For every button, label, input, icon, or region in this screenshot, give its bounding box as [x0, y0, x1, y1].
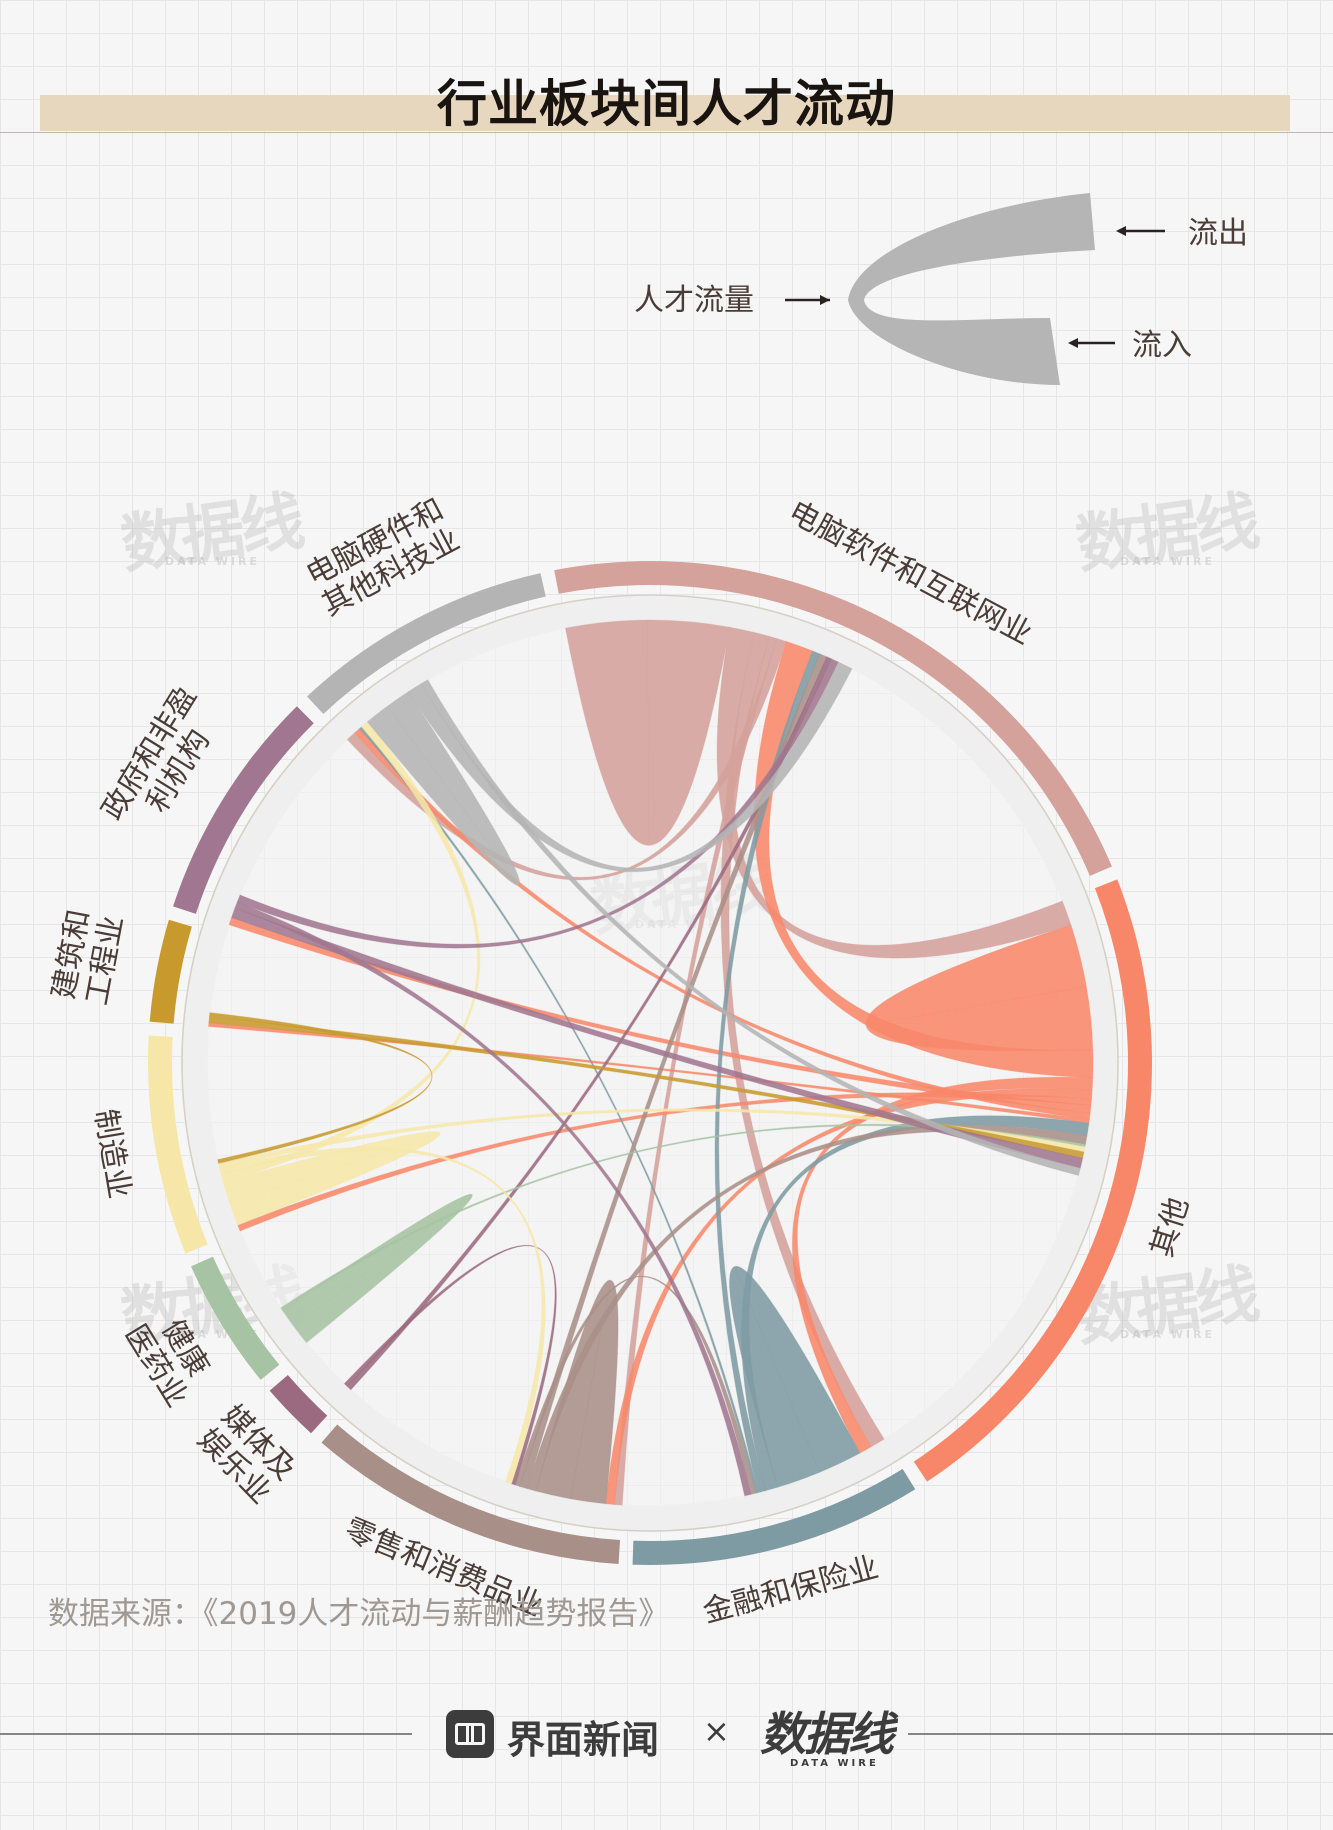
legend-out-label: 流出 [1188, 216, 1248, 251]
flow-ribbon [519, 653, 828, 1490]
sector-label: 健康医药业 [118, 1301, 224, 1414]
sector-label: 建筑和工程业 [46, 907, 130, 1008]
sector-arc [321, 1424, 621, 1565]
flow-ribbon [358, 726, 759, 1494]
sector-label: 其他 [1144, 1193, 1195, 1261]
legend-in-label: 流入 [1132, 328, 1192, 363]
watermark-sub: DATA WIRE [1120, 555, 1215, 568]
source-note: 数据来源：《2019人才流动与薪酬趋势报告》 [48, 1596, 670, 1632]
flow-ribbon [230, 907, 1084, 1169]
flow-ribbon [280, 1123, 1087, 1311]
sector-label: 制造业 [87, 1107, 137, 1202]
times-sign: × [703, 1712, 730, 1750]
sector-arc [173, 706, 314, 914]
watermark-sub: DATA WIRE [165, 555, 260, 568]
flow-ribbon [281, 1193, 473, 1344]
flow-ribbon [343, 1244, 557, 1486]
flow-ribbon [420, 679, 1081, 1177]
title-rule [0, 132, 1333, 133]
sector-arc [269, 1375, 328, 1434]
ribbons [207, 619, 1094, 1506]
legend-flow-label: 人才流量 [634, 283, 754, 318]
legend: 流出 人才流量 流入 [634, 193, 1248, 385]
title-band [40, 95, 1290, 131]
flow-ribbon [208, 1012, 433, 1164]
footer-rule-left [0, 1733, 412, 1735]
sector-arc [913, 879, 1153, 1482]
flow-ribbon [564, 619, 731, 846]
flow-ribbon [741, 1115, 1090, 1492]
flow-ribbon [526, 1124, 1088, 1492]
flow-ribbon [219, 1146, 546, 1485]
sector-arc [306, 573, 546, 714]
flow-ribbon [237, 1092, 1093, 1232]
flow-ribbon [228, 916, 1092, 1114]
flow-ribbon [366, 691, 520, 886]
flow-ribbon [753, 640, 1094, 1079]
flow-ribbon [346, 637, 788, 881]
sector-arc [148, 1035, 208, 1254]
inner-ring-edge [181, 594, 1119, 1532]
sector-arc [554, 561, 1112, 876]
flow-ribbon [865, 924, 1094, 1052]
legend-ribbon [848, 193, 1095, 385]
partner-logo: 数据线 [760, 1707, 894, 1761]
flow-ribbon [514, 1275, 757, 1495]
flow-ribbon [217, 1108, 1086, 1169]
chord-root: 电脑软件和互联网业其他金融和保险业零售和消费品业媒体及娱乐业健康医药业制造业建筑… [46, 492, 1196, 1630]
flow-ribbon [535, 1279, 619, 1505]
flow-ribbon [208, 1015, 1085, 1159]
sector-label: 媒体及娱乐业 [190, 1398, 302, 1511]
chart-disc [207, 620, 1093, 1506]
flow-ribbon [714, 650, 821, 1494]
brand-name: 界面新闻 [507, 1718, 660, 1762]
footer-rule-right [908, 1733, 1333, 1735]
sector-arc [149, 919, 192, 1024]
sector-label: 金融和保险业 [699, 1550, 882, 1630]
flow-ribbon [222, 1131, 441, 1226]
brand-logo-icon [446, 1710, 494, 1758]
partner-sub: DATA WIRE [790, 1758, 879, 1769]
sector-arc [191, 1256, 280, 1380]
watermark-sub: DATA WIRE [1120, 1328, 1215, 1341]
flow-ribbon [236, 658, 840, 949]
page-title: 行业板块间人才流动 [437, 75, 896, 133]
sector-arc [632, 1468, 916, 1565]
flow-ribbon [234, 901, 752, 1497]
flow-ribbon [614, 635, 778, 1506]
inner-ring [181, 594, 1119, 1532]
flow-ribbon [354, 727, 1091, 1120]
sector-label: 电脑硬件和其他科技业 [301, 492, 466, 623]
flow-ribbon [220, 721, 481, 1183]
